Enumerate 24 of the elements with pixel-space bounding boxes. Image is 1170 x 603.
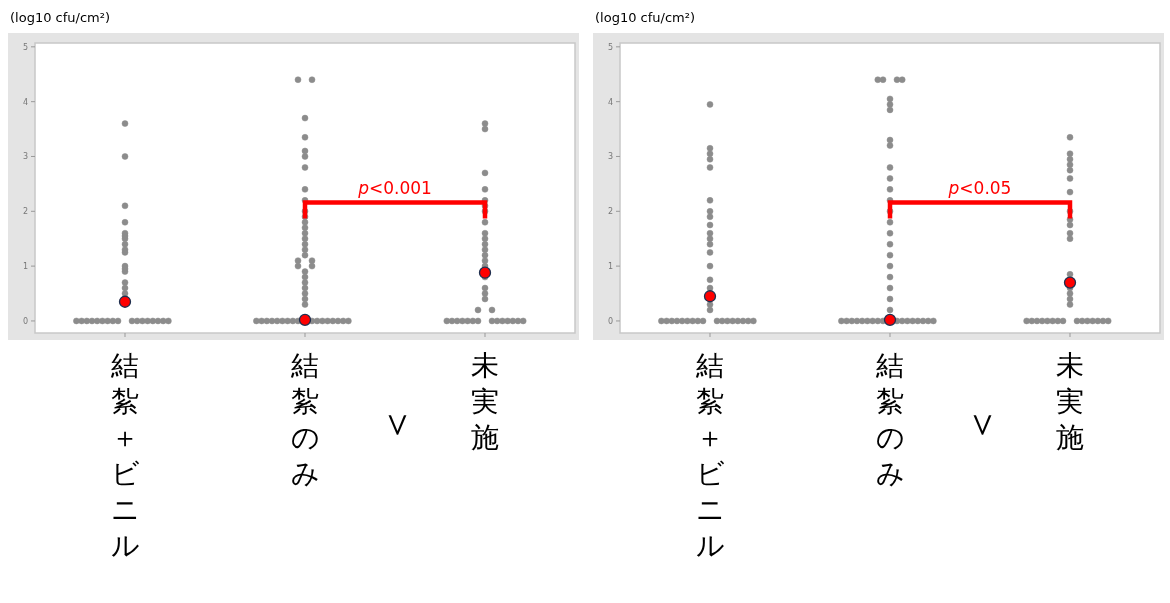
y-tick-label: 5 <box>607 42 613 52</box>
y-tick-label: 3 <box>22 152 28 162</box>
category-label: 未実施 <box>471 349 499 454</box>
annotation: p<0.05 <box>947 177 1012 198</box>
y-tick-label: 3 <box>607 152 613 162</box>
category-label: 結紮のみ <box>875 349 905 490</box>
category-label: 結紮＋ビニル <box>695 349 725 562</box>
annotation: p<0.001 <box>357 177 432 198</box>
y-tick-label: 1 <box>607 262 613 272</box>
category-label: 未実施 <box>1056 349 1084 454</box>
category-label: 結紮＋ビニル <box>110 349 140 562</box>
y-axis-title: (log10 cfu/cm²) <box>10 10 111 25</box>
y-tick-label: 4 <box>607 97 613 107</box>
y-axis-title: (log10 cfu/cm²) <box>595 10 696 25</box>
text: ＜ <box>957 405 1003 445</box>
category-label: 結紮のみ <box>290 349 320 490</box>
y-tick-label: 2 <box>22 207 28 217</box>
y-tick-label: 5 <box>22 42 28 52</box>
y-tick-label: 1 <box>22 262 28 272</box>
y-tick-label: 4 <box>22 97 28 107</box>
text: ＜ <box>372 405 418 445</box>
y-tick-label: 0 <box>22 316 28 326</box>
y-tick-label: 0 <box>607 316 613 326</box>
y-tick-label: 2 <box>607 207 613 217</box>
